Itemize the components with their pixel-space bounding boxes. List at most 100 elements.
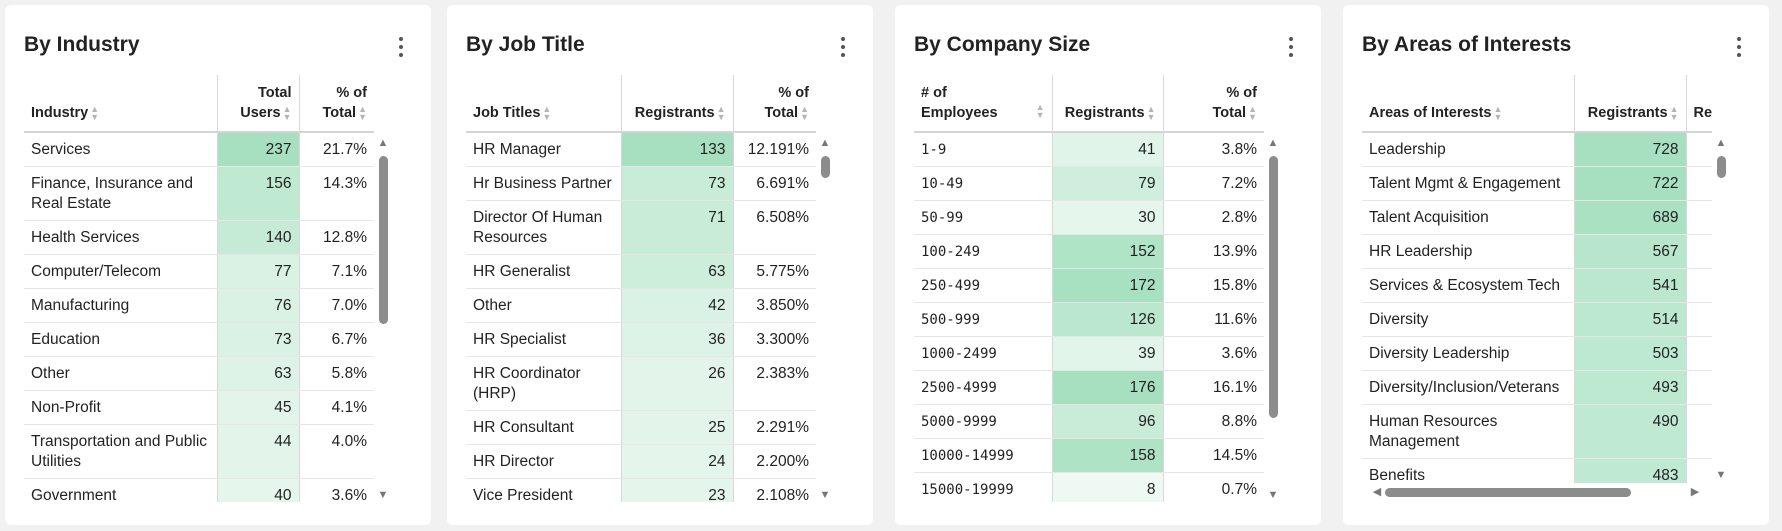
job-title-vertical-scrollbar[interactable]: ▲ ▼	[819, 137, 831, 501]
kebab-menu-icon[interactable]	[1286, 37, 1296, 61]
scroll-up-icon[interactable]: ▲	[819, 137, 831, 149]
table-row[interactable]: 50-99 30 2.8%	[914, 200, 1264, 235]
table-row[interactable]: Non-Profit 45 4.1%	[24, 390, 374, 425]
scroll-down-icon[interactable]: ▼	[1715, 469, 1727, 481]
table-row[interactable]: Services & Ecosystem Tech 541	[1362, 268, 1712, 303]
interests-horizontal-scrollbar[interactable]: ◀ ▶	[1371, 485, 1701, 499]
scroll-up-icon[interactable]: ▲	[377, 137, 389, 149]
empty-cell	[1685, 234, 1712, 269]
table-row[interactable]: 100-249 152 13.9%	[914, 234, 1264, 269]
column-header-areas-of-interests[interactable]: Areas of Interests ▲ ▼	[1362, 75, 1574, 133]
job-title-cell: HR Generalist	[466, 254, 621, 289]
table-row[interactable]: 2500-4999 176 16.1%	[914, 370, 1264, 405]
kebab-menu-icon[interactable]	[838, 37, 848, 61]
scroll-up-icon[interactable]: ▲	[1715, 137, 1727, 149]
table-row[interactable]: HR Manager 133 12.191%	[466, 132, 816, 167]
table-row[interactable]: Diversity/Inclusion/Veterans 493	[1362, 370, 1712, 405]
table-row[interactable]: Benefits 483	[1362, 458, 1712, 483]
table-row[interactable]: Other 63 5.8%	[24, 356, 374, 391]
company-size-card: By Company Size # of Employees ▲ ▼ Registra…	[895, 5, 1321, 525]
kebab-menu-icon[interactable]	[1734, 37, 1744, 61]
industry-card: By Industry Industry ▲ ▼ Total Users ▲ ▼ % of…	[5, 5, 431, 525]
industry-cell: Finance, Insurance and Real Estate	[24, 166, 217, 221]
sort-icon: ▲ ▼	[358, 104, 367, 123]
table-row[interactable]: 500-999 126 11.6%	[914, 302, 1264, 337]
column-header-percent-total[interactable]: % of Total ▲ ▼	[1162, 75, 1264, 133]
empty-cell	[1685, 132, 1712, 167]
scroll-down-icon[interactable]: ▼	[819, 489, 831, 501]
interest-cell: Diversity/Inclusion/Veterans	[1362, 370, 1574, 405]
table-row[interactable]: 10-49 79 7.2%	[914, 166, 1264, 201]
scroll-thumb[interactable]	[821, 156, 830, 178]
column-header-industry[interactable]: Industry ▲ ▼	[24, 75, 217, 133]
scroll-down-icon[interactable]: ▼	[377, 489, 389, 501]
column-header-percent-total[interactable]: % of Total ▲ ▼	[298, 75, 374, 133]
table-row[interactable]: Education 73 6.7%	[24, 322, 374, 357]
interests-vertical-scrollbar[interactable]: ▲ ▼	[1715, 137, 1727, 481]
scroll-thumb[interactable]	[379, 156, 388, 324]
column-header-job-titles[interactable]: Job Titles ▲ ▼	[466, 75, 621, 133]
table-row[interactable]: 1000-2499 39 3.6%	[914, 336, 1264, 371]
table-row[interactable]: HR Generalist 63 5.775%	[466, 254, 816, 289]
job-title-table-viewport: Job Titles ▲ ▼ Registrants ▲ ▼ % of Total ▲ ▼ H…	[466, 75, 816, 502]
table-row[interactable]: 1-9 41 3.8%	[914, 132, 1264, 167]
table-row[interactable]: 10000-14999 158 14.5%	[914, 438, 1264, 473]
registrants-cell: 30	[1051, 200, 1163, 235]
table-row[interactable]: Transportation and Public Utilities 44 4.0…	[24, 424, 374, 479]
table-row[interactable]: HR Consultant 25 2.291%	[466, 410, 816, 445]
registrants-cell: 133	[620, 132, 733, 167]
table-row[interactable]: Vice President 23 2.108%	[466, 478, 816, 502]
table-row[interactable]: HR Specialist 36 3.300%	[466, 322, 816, 357]
scroll-thumb[interactable]	[1385, 488, 1631, 497]
column-header-total-users[interactable]: Total Users ▲ ▼	[216, 75, 299, 133]
table-row[interactable]: Services 237 21.7%	[24, 132, 374, 167]
percent-cell: 2.383%	[732, 356, 816, 411]
table-row[interactable]: Finance, Insurance and Real Estate 156 14.…	[24, 166, 374, 221]
column-header-registrants-extra[interactable]: Registrants	[1685, 75, 1712, 133]
column-header-employees[interactable]: # of Employees ▲ ▼	[914, 75, 1052, 133]
table-row[interactable]: Talent Acquisition 689	[1362, 200, 1712, 235]
table-row[interactable]: Human Resources Management 490	[1362, 404, 1712, 459]
table-row[interactable]: HR Director 24 2.200%	[466, 444, 816, 479]
percent-cell: 8.8%	[1162, 404, 1264, 439]
industry-vertical-scrollbar[interactable]: ▲ ▼	[377, 137, 389, 501]
kebab-menu-icon[interactable]	[396, 37, 406, 61]
registrants-cell: 172	[1051, 268, 1163, 303]
industry-rows: Services 237 21.7% Finance, Insurance and …	[24, 132, 374, 502]
sort-icon: ▲ ▼	[1248, 104, 1257, 123]
scroll-up-icon[interactable]: ▲	[1267, 137, 1279, 149]
table-row[interactable]: 250-499 172 15.8%	[914, 268, 1264, 303]
table-row[interactable]: 15000-19999 8 0.7%	[914, 472, 1264, 502]
percent-cell: 3.300%	[732, 322, 816, 357]
table-row[interactable]: Director Of Human Resources 71 6.508%	[466, 200, 816, 255]
column-header-percent-total[interactable]: % of Total ▲ ▼	[732, 75, 816, 133]
column-header-registrants[interactable]: Registrants ▲ ▼	[620, 75, 733, 133]
table-row[interactable]: 5000-9999 96 8.8%	[914, 404, 1264, 439]
table-row[interactable]: Manufacturing 76 7.0%	[24, 288, 374, 323]
table-row[interactable]: Diversity 514	[1362, 302, 1712, 337]
company-size-vertical-scrollbar[interactable]: ▲ ▼	[1267, 137, 1279, 501]
table-row[interactable]: Health Services 140 12.8%	[24, 220, 374, 255]
table-row[interactable]: Diversity Leadership 503	[1362, 336, 1712, 371]
scroll-thumb[interactable]	[1717, 156, 1726, 178]
table-row[interactable]: HR Coordinator (HRP) 26 2.383%	[466, 356, 816, 411]
employees-cell: 2500-4999	[914, 370, 1052, 405]
scroll-down-icon[interactable]: ▼	[1267, 489, 1279, 501]
column-header-registrants[interactable]: Registrants ▲ ▼	[1573, 75, 1686, 133]
employees-cell: 100-249	[914, 234, 1052, 269]
table-row[interactable]: Talent Mgmt & Engagement 722	[1362, 166, 1712, 201]
percent-cell: 11.6%	[1162, 302, 1264, 337]
table-row[interactable]: Government 40 3.6%	[24, 478, 374, 502]
card-title: By Industry	[24, 33, 140, 56]
registrants-cell: 42	[620, 288, 733, 323]
table-row[interactable]: Leadership 728	[1362, 132, 1712, 167]
column-header-registrants[interactable]: Registrants ▲ ▼	[1051, 75, 1163, 133]
employees-cell: 50-99	[914, 200, 1052, 235]
scroll-thumb[interactable]	[1269, 156, 1278, 418]
scroll-left-icon[interactable]: ◀	[1372, 486, 1382, 498]
table-row[interactable]: Other 42 3.850%	[466, 288, 816, 323]
table-row[interactable]: HR Leadership 567	[1362, 234, 1712, 269]
table-row[interactable]: Hr Business Partner 73 6.691%	[466, 166, 816, 201]
table-row[interactable]: Computer/Telecom 77 7.1%	[24, 254, 374, 289]
scroll-right-icon[interactable]: ▶	[1690, 486, 1700, 498]
